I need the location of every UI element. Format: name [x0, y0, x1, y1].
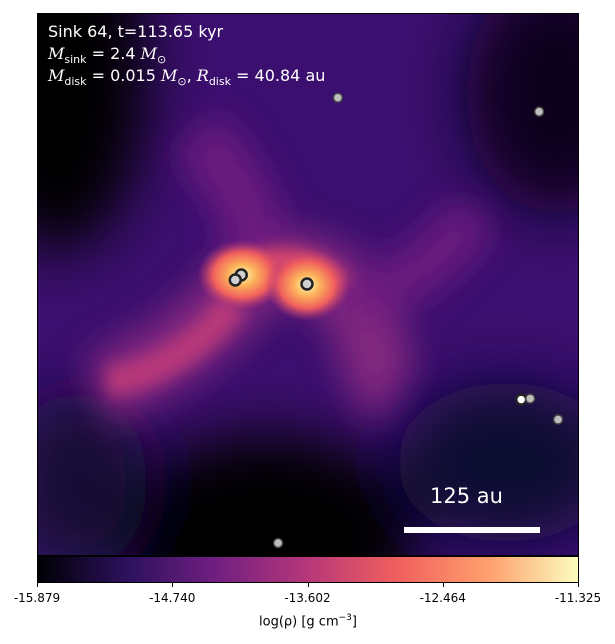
- colorbar-tick: [578, 583, 579, 587]
- sink-time-label: Sink 64, t=113.65 kyr: [48, 22, 224, 41]
- disk-properties-label: Mdisk = 0.015 M⊙, Rdisk = 40.84 au: [48, 66, 326, 89]
- sink-particle: [332, 92, 344, 103]
- colorbar-tick: [307, 583, 309, 587]
- colorbar-tick-label: -13.602: [284, 591, 331, 605]
- sink-particle: [228, 273, 242, 287]
- sink-particle: [514, 393, 528, 406]
- colorbar-tick-label: -12.464: [419, 591, 466, 605]
- colorbar-tick-label: -11.325: [554, 591, 602, 605]
- colorbar: [37, 556, 579, 583]
- colorbar-tick: [37, 583, 38, 587]
- sink-particle: [533, 106, 545, 117]
- density-map: [38, 14, 578, 555]
- sink-particle-markers: [228, 92, 564, 549]
- colorbar-tick-label: -15.879: [13, 591, 61, 605]
- colorbar-label: log(ρ) [g cm−3]: [259, 613, 357, 630]
- scale-bar: [404, 527, 540, 533]
- colorbar-tick-label: -14.740: [149, 591, 196, 605]
- scale-bar-label: 125 au: [430, 484, 503, 508]
- sink-particle: [524, 393, 536, 404]
- sink-mass-label: Msink = 2.4 M⊙: [48, 44, 167, 67]
- colorbar-tick: [172, 583, 174, 587]
- sink-particle: [272, 537, 284, 549]
- colorbar-tick: [442, 583, 444, 587]
- density-map-panel: Sink 64, t=113.65 kyr Msink = 2.4 M⊙ Mdi…: [37, 13, 579, 556]
- sink-particle: [300, 277, 314, 291]
- sink-particle: [552, 414, 564, 425]
